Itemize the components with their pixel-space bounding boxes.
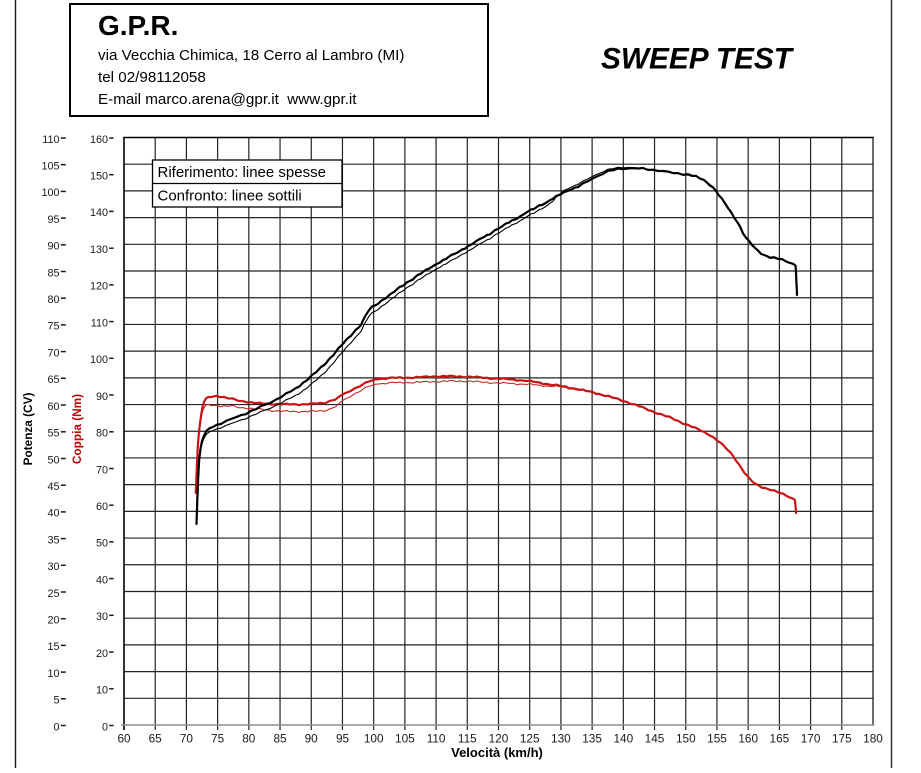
svg-text:60: 60 — [96, 501, 108, 513]
svg-text:55: 55 — [47, 428, 59, 440]
svg-text:120: 120 — [90, 281, 108, 293]
svg-text:40: 40 — [96, 574, 108, 586]
svg-text:10: 10 — [47, 668, 59, 680]
svg-text:75: 75 — [211, 732, 225, 746]
svg-text:25: 25 — [47, 588, 59, 600]
svg-text:110: 110 — [427, 732, 446, 746]
svg-text:100: 100 — [41, 187, 59, 199]
svg-text:165: 165 — [770, 732, 790, 746]
svg-text:via Vecchia Chimica, 18 Cerro: via Vecchia Chimica, 18 Cerro al Lambro … — [98, 47, 404, 64]
svg-text:115: 115 — [458, 732, 477, 746]
svg-text:Riferimento: linee spesse: Riferimento: linee spesse — [158, 164, 326, 181]
svg-text:110: 110 — [42, 134, 59, 146]
svg-text:G.P.R.: G.P.R. — [98, 10, 178, 41]
svg-text:150: 150 — [90, 171, 108, 183]
svg-text:140: 140 — [613, 732, 633, 746]
svg-text:15: 15 — [47, 641, 59, 653]
svg-text:100: 100 — [364, 732, 384, 746]
svg-text:Potenza (CV): Potenza (CV) — [21, 393, 35, 466]
svg-text:170: 170 — [801, 732, 821, 746]
svg-text:Coppia (Nm): Coppia (Nm) — [70, 394, 84, 464]
svg-text:75: 75 — [47, 321, 59, 333]
svg-text:50: 50 — [47, 454, 59, 466]
svg-text:135: 135 — [582, 732, 602, 746]
svg-text:150: 150 — [676, 732, 696, 746]
svg-text:155: 155 — [707, 732, 727, 746]
svg-text:65: 65 — [149, 732, 163, 746]
svg-text:30: 30 — [47, 561, 59, 573]
svg-text:Velocità (km/h): Velocità (km/h) — [451, 745, 543, 760]
svg-text:180: 180 — [863, 732, 883, 746]
svg-text:85: 85 — [47, 267, 59, 279]
svg-text:160: 160 — [90, 134, 108, 146]
svg-text:60: 60 — [117, 732, 131, 746]
svg-text:Confronto: linee sottili: Confronto: linee sottili — [158, 188, 302, 205]
svg-text:50: 50 — [96, 538, 108, 550]
svg-text:140: 140 — [90, 207, 108, 219]
svg-text:20: 20 — [96, 648, 108, 660]
svg-text:100: 100 — [90, 354, 108, 366]
svg-text:60: 60 — [47, 401, 59, 413]
svg-text:120: 120 — [489, 732, 509, 746]
svg-text:20: 20 — [47, 615, 59, 627]
svg-text:105: 105 — [395, 732, 415, 746]
svg-text:90: 90 — [305, 732, 319, 746]
svg-text:95: 95 — [336, 732, 350, 746]
svg-text:0: 0 — [102, 721, 108, 733]
svg-text:105: 105 — [41, 161, 59, 173]
svg-text:130: 130 — [90, 244, 108, 256]
svg-text:90: 90 — [96, 391, 108, 403]
svg-text:160: 160 — [738, 732, 758, 746]
svg-text:65: 65 — [47, 374, 59, 386]
svg-text:70: 70 — [96, 464, 108, 476]
svg-text:175: 175 — [832, 732, 852, 746]
svg-text:70: 70 — [180, 732, 194, 746]
svg-text:125: 125 — [520, 732, 540, 746]
svg-text:110: 110 — [91, 317, 108, 329]
svg-text:145: 145 — [645, 732, 665, 746]
svg-text:SWEEP TEST: SWEEP TEST — [601, 43, 795, 76]
svg-text:35: 35 — [47, 534, 59, 546]
svg-text:45: 45 — [47, 481, 59, 493]
svg-text:40: 40 — [47, 508, 59, 520]
svg-text:5: 5 — [53, 695, 59, 707]
svg-text:80: 80 — [47, 294, 59, 306]
svg-text:10: 10 — [96, 685, 108, 697]
svg-text:70: 70 — [47, 347, 59, 359]
svg-text:30: 30 — [96, 611, 108, 623]
svg-text:E-mail marco.arena@gpr.it www: E-mail marco.arena@gpr.it www.gpr.it — [98, 91, 357, 108]
svg-text:tel 02/98112058: tel 02/98112058 — [98, 69, 206, 86]
svg-text:0: 0 — [53, 721, 59, 733]
svg-text:95: 95 — [47, 214, 59, 226]
svg-text:80: 80 — [96, 428, 108, 440]
svg-text:90: 90 — [47, 241, 59, 253]
svg-text:130: 130 — [551, 732, 571, 746]
svg-text:80: 80 — [242, 732, 256, 746]
svg-text:85: 85 — [273, 732, 287, 746]
